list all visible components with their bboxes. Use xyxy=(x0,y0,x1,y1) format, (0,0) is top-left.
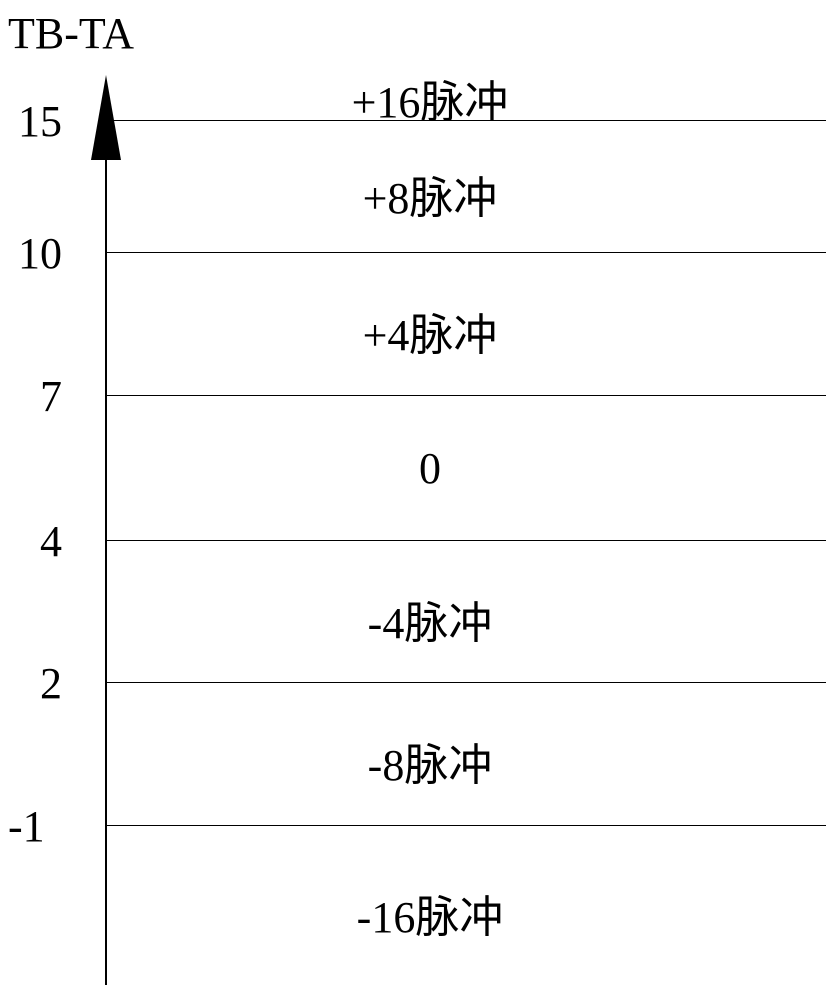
tick-label: -1 xyxy=(8,801,45,852)
h-line xyxy=(105,540,826,541)
band-label: +4脉冲 xyxy=(0,299,826,363)
tick-label: 2 xyxy=(40,658,62,709)
band-label: +16脉冲 xyxy=(0,66,826,130)
tick-label: 4 xyxy=(40,516,62,567)
band-label: -16脉冲 xyxy=(0,881,826,945)
h-line xyxy=(105,395,826,396)
threshold-diagram: TB-TA 1510742-1 +16脉冲+8脉冲+4脉冲0-4脉冲-8脉冲-1… xyxy=(0,0,826,992)
y-axis-arrow-icon xyxy=(0,0,826,992)
h-line xyxy=(105,682,826,683)
band-label: 0 xyxy=(0,443,826,494)
tick-label: 10 xyxy=(18,228,62,279)
band-label: -8脉冲 xyxy=(0,729,826,793)
h-line xyxy=(105,252,826,253)
band-label: +8脉冲 xyxy=(0,162,826,226)
axis-title: TB-TA xyxy=(8,8,134,59)
h-line xyxy=(105,825,826,826)
band-label: -4脉冲 xyxy=(0,587,826,651)
tick-label: 7 xyxy=(40,371,62,422)
